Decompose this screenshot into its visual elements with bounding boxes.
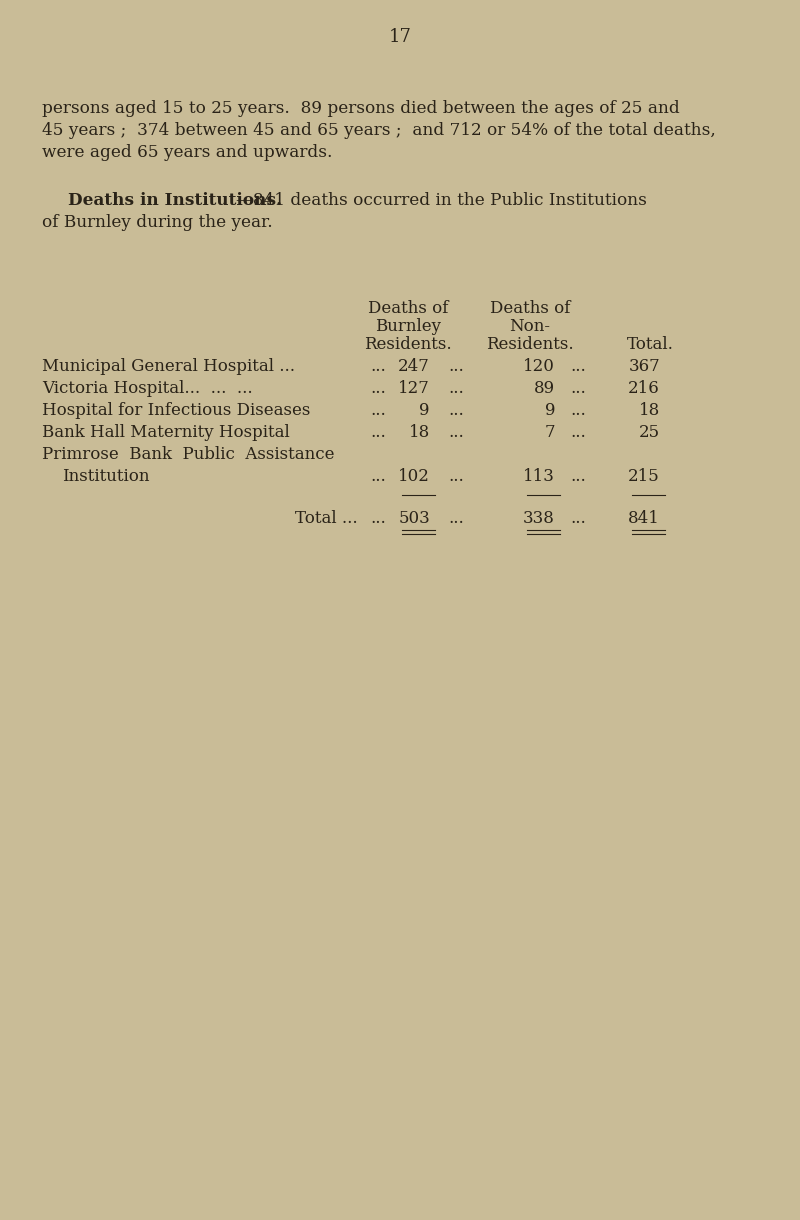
Text: ...: ... xyxy=(448,425,464,440)
Text: Primrose  Bank  Public  Assistance: Primrose Bank Public Assistance xyxy=(42,447,334,464)
Text: 102: 102 xyxy=(398,468,430,486)
Text: 89: 89 xyxy=(534,379,555,397)
Text: 9: 9 xyxy=(545,403,555,418)
Text: Deaths of: Deaths of xyxy=(490,300,570,317)
Text: Residents.: Residents. xyxy=(364,336,452,353)
Text: Institution: Institution xyxy=(62,468,150,486)
Text: were aged 65 years and upwards.: were aged 65 years and upwards. xyxy=(42,144,333,161)
Text: 9: 9 xyxy=(419,403,430,418)
Text: ...: ... xyxy=(370,510,386,527)
Text: Non-: Non- xyxy=(510,318,550,336)
Text: ...: ... xyxy=(570,357,586,375)
Text: of Burnley during the year.: of Burnley during the year. xyxy=(42,214,273,231)
Text: ...: ... xyxy=(448,357,464,375)
Text: 17: 17 xyxy=(389,28,411,46)
Text: ...: ... xyxy=(570,379,586,397)
Text: ...: ... xyxy=(448,403,464,418)
Text: 18: 18 xyxy=(409,425,430,440)
Text: 25: 25 xyxy=(639,425,660,440)
Text: 841: 841 xyxy=(628,510,660,527)
Text: Bank Hall Maternity Hospital: Bank Hall Maternity Hospital xyxy=(42,425,290,440)
Text: 113: 113 xyxy=(523,468,555,486)
Text: ...: ... xyxy=(370,357,386,375)
Text: ...: ... xyxy=(570,468,586,486)
Text: ...: ... xyxy=(448,510,464,527)
Text: 338: 338 xyxy=(523,510,555,527)
Text: 127: 127 xyxy=(398,379,430,397)
Text: Residents.: Residents. xyxy=(486,336,574,353)
Text: 7: 7 xyxy=(544,425,555,440)
Text: 247: 247 xyxy=(398,357,430,375)
Text: ...: ... xyxy=(570,510,586,527)
Text: Burnley: Burnley xyxy=(375,318,441,336)
Text: —841 deaths occurred in the Public Institutions: —841 deaths occurred in the Public Insti… xyxy=(236,192,647,209)
Text: ...: ... xyxy=(370,379,386,397)
Text: 216: 216 xyxy=(628,379,660,397)
Text: ...: ... xyxy=(370,425,386,440)
Text: Deaths of: Deaths of xyxy=(368,300,448,317)
Text: Deaths in Institutions.: Deaths in Institutions. xyxy=(68,192,282,209)
Text: 215: 215 xyxy=(628,468,660,486)
Text: 18: 18 xyxy=(638,403,660,418)
Text: 45 years ;  374 between 45 and 65 years ;  and 712 or 54% of the total deaths,: 45 years ; 374 between 45 and 65 years ;… xyxy=(42,122,716,139)
Text: Hospital for Infectious Diseases: Hospital for Infectious Diseases xyxy=(42,403,310,418)
Text: ...: ... xyxy=(448,468,464,486)
Text: ...: ... xyxy=(570,403,586,418)
Text: Total.: Total. xyxy=(626,336,674,353)
Text: Victoria Hospital...  ...  ...: Victoria Hospital... ... ... xyxy=(42,379,253,397)
Text: Total ...: Total ... xyxy=(295,510,358,527)
Text: 120: 120 xyxy=(523,357,555,375)
Text: 503: 503 xyxy=(398,510,430,527)
Text: Municipal General Hospital ...: Municipal General Hospital ... xyxy=(42,357,295,375)
Text: 367: 367 xyxy=(628,357,660,375)
Text: ...: ... xyxy=(448,379,464,397)
Text: ...: ... xyxy=(370,468,386,486)
Text: ...: ... xyxy=(370,403,386,418)
Text: persons aged 15 to 25 years.  89 persons died between the ages of 25 and: persons aged 15 to 25 years. 89 persons … xyxy=(42,100,680,117)
Text: ...: ... xyxy=(570,425,586,440)
